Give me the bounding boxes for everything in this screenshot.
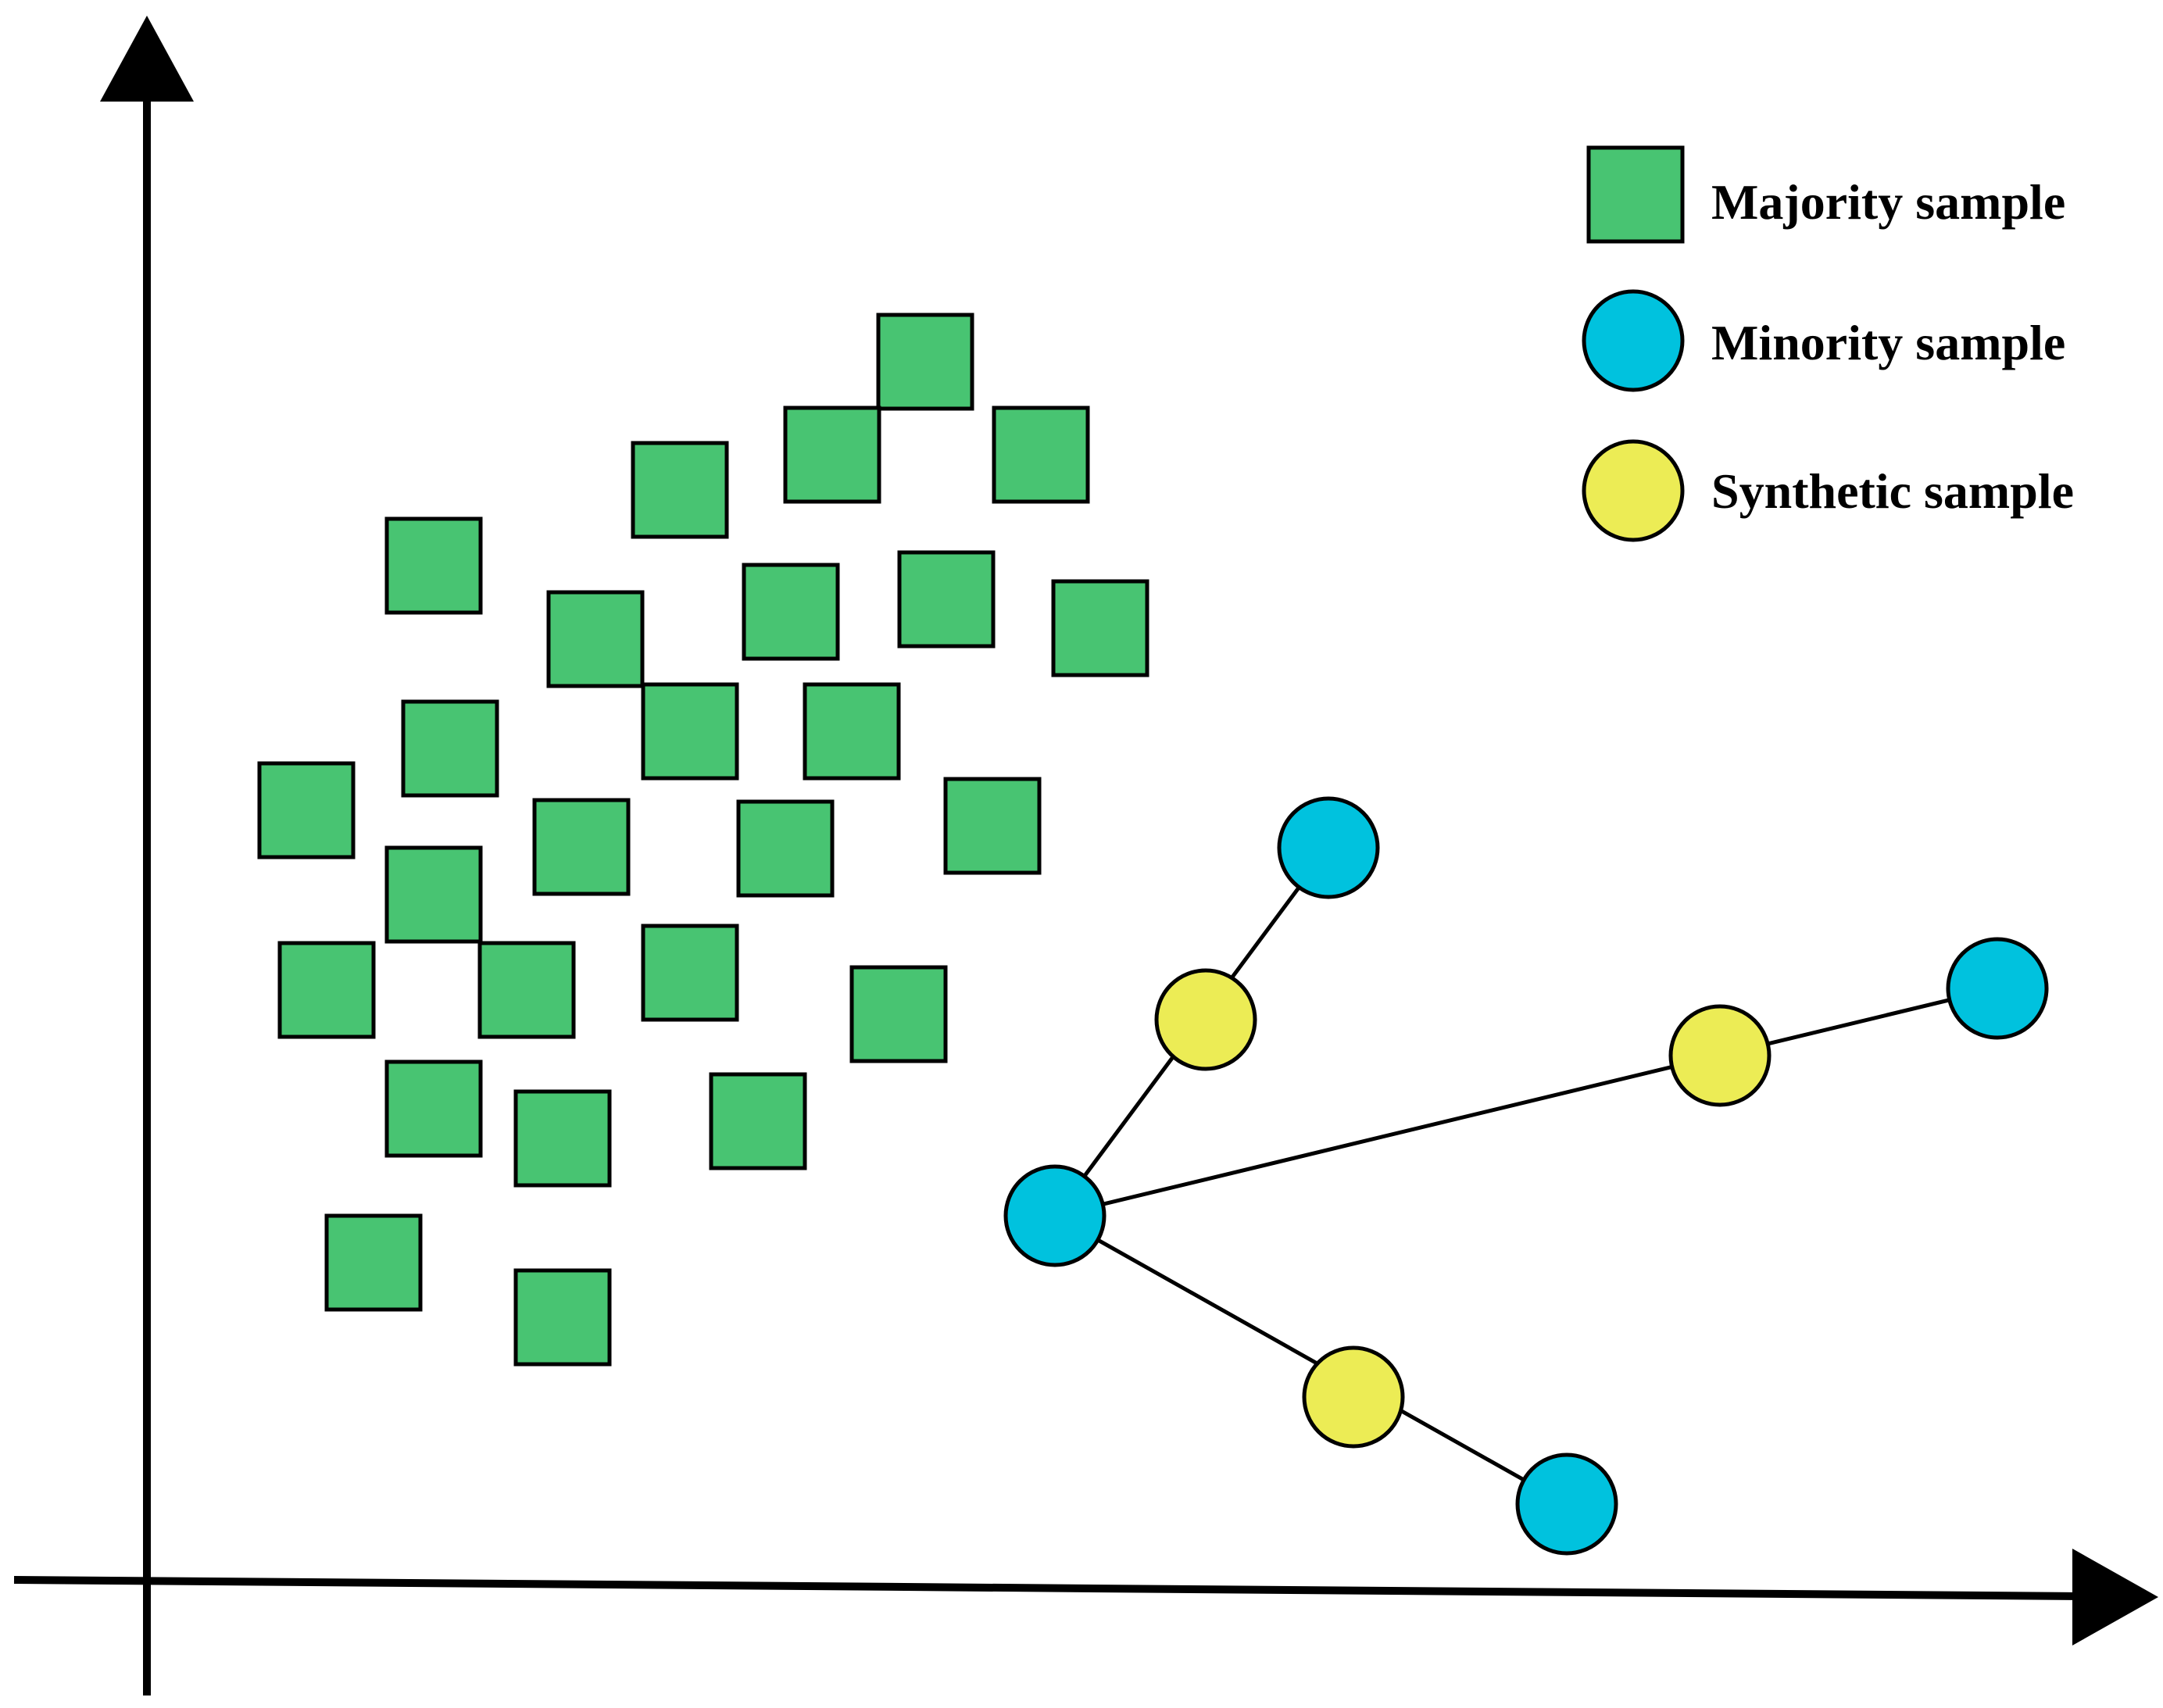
legend-minority-label: Minority sample [1711, 315, 2065, 370]
majority-sample-12 [401, 699, 499, 798]
majority-sample-9 [546, 590, 645, 688]
majority-sample-6 [742, 563, 840, 661]
majority-sample-4 [992, 406, 1090, 504]
connection-lines [1053, 846, 1998, 1506]
synthetic-samples [1154, 968, 1772, 1449]
majority-sample-26 [513, 1268, 612, 1367]
majority-sample-2 [631, 441, 729, 539]
majority-sample-25 [324, 1213, 423, 1312]
majority-sample-8 [1051, 579, 1149, 677]
majority-sample-22 [384, 1059, 483, 1158]
y-axis-arrowhead [100, 16, 194, 102]
synthetic-3 [1302, 1345, 1405, 1449]
minority-4 [1515, 1453, 1618, 1556]
majority-sample-20 [641, 924, 739, 1022]
link-line-2 [1054, 986, 1998, 1218]
majority-sample-14 [532, 798, 631, 896]
majority-sample-11 [803, 682, 901, 781]
link-line-3 [1053, 1213, 1568, 1506]
minority-3 [1946, 937, 2049, 1040]
minority-1 [1003, 1164, 1107, 1267]
majority-samples [257, 313, 1149, 1367]
legend-synthetic-label: Synthetic sample [1711, 463, 2074, 519]
majority-sample-1 [876, 313, 974, 411]
majority-sample-19 [477, 941, 576, 1039]
majority-sample-13 [257, 761, 356, 859]
majority-sample-10 [641, 682, 739, 781]
majority-sample-5 [384, 516, 483, 615]
legend-synthetic-swatch [1582, 439, 1685, 542]
legend-majority-label: Majority sample [1711, 174, 2065, 230]
legend-minority-swatch [1582, 289, 1685, 392]
x-axis-arrowhead [2072, 1549, 2158, 1645]
majority-sample-3 [783, 406, 881, 504]
majority-sample-18 [277, 941, 376, 1039]
majority-sample-15 [736, 799, 835, 898]
synthetic-2 [1668, 1004, 1772, 1107]
majority-sample-24 [709, 1072, 807, 1170]
x-axis-line [13, 1576, 2083, 1600]
majority-sample-17 [384, 845, 483, 944]
minority-2 [1277, 796, 1380, 899]
minority-samples [1003, 796, 2049, 1556]
majority-sample-23 [513, 1089, 612, 1188]
axes [13, 16, 2158, 1695]
synthetic-1 [1154, 968, 1257, 1071]
legend-majority-swatch [1586, 145, 1685, 244]
majority-sample-7 [897, 550, 996, 649]
majority-sample-16 [943, 777, 1042, 875]
legend: Majority sample Minority sample Syntheti… [1582, 145, 2074, 542]
majority-sample-21 [849, 965, 948, 1063]
